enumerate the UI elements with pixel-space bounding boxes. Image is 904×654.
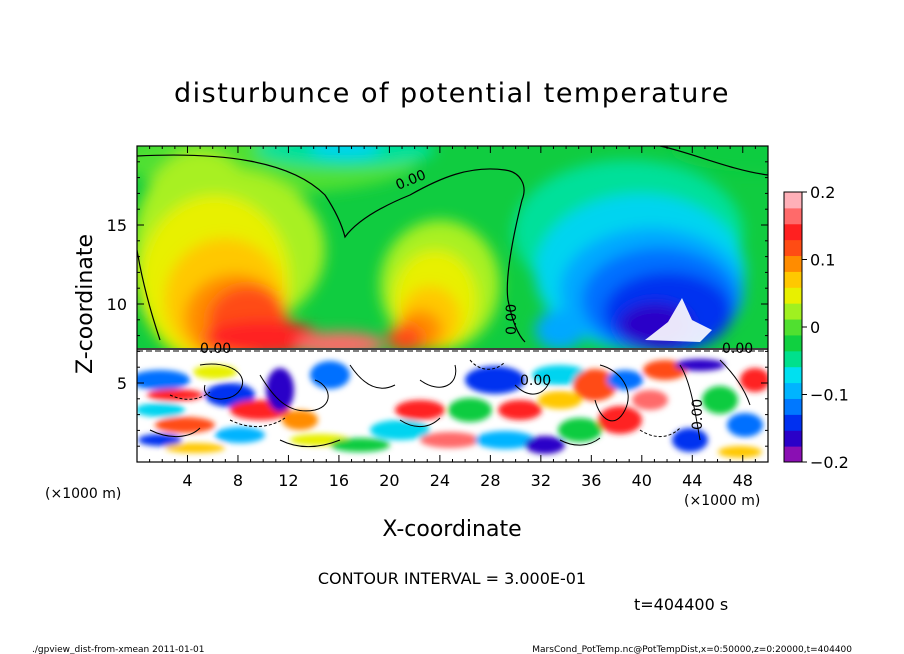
contour-label: 0.00 [690, 399, 706, 430]
x-tick-label: 36 [581, 471, 601, 490]
heatmap-field: 0.00 0.00 0.00 0.00 0.00 0.00 [137, 146, 768, 462]
x-tick-label: 16 [329, 471, 349, 490]
contour-label: 0.00 [520, 373, 551, 389]
x-tick-label: 24 [430, 471, 450, 490]
colorbar-tick-label: −0.1 [810, 386, 849, 405]
colorbar [784, 192, 802, 463]
colorbar-swatch [784, 192, 802, 209]
colorbar-swatch [784, 350, 802, 368]
colorbar-swatch [784, 303, 802, 320]
upper-field [137, 146, 768, 350]
colorbar-swatch [784, 239, 802, 257]
x-tick-label: 28 [480, 471, 500, 490]
time-label: t=404400 s [634, 595, 728, 614]
colorbar-ticks: 0.2 0.1 0 −0.1 −0.2 [802, 183, 849, 472]
x-tick-label: 4 [182, 471, 192, 490]
x-unit-left: (×1000 m) [45, 486, 121, 502]
y-tick-label: 10 [107, 295, 127, 314]
colorbar-swatch [784, 207, 802, 225]
chart-title: disturbunce of potential temperature [174, 78, 730, 109]
colorbar-swatch [784, 319, 802, 336]
colorbar-swatch [784, 223, 802, 241]
x-tick-label: 40 [632, 471, 652, 490]
colorbar-swatch [784, 446, 802, 463]
colorbar-swatch [784, 430, 802, 447]
contour-label: 0.00 [200, 341, 231, 357]
x-tick-label: 44 [682, 471, 702, 490]
contour-label: 0.00 [504, 304, 520, 335]
contour-interval: CONTOUR INTERVAL = 3.000E-01 [318, 569, 586, 588]
x-tick-label: 20 [379, 471, 399, 490]
footer-right: MarsCond_PotTemp.nc@PotTempDist,x=0:5000… [532, 645, 852, 654]
colorbar-tick-label: −0.2 [810, 453, 849, 472]
y-tick-label: 15 [107, 216, 127, 235]
contour-label: 0.00 [722, 341, 753, 357]
colorbar-swatch [784, 398, 802, 415]
x-axis-label: X-coordinate [382, 517, 521, 542]
colorbar-tick-label: 0.1 [810, 251, 835, 270]
x-tick-label: 48 [733, 471, 753, 490]
lower-field [137, 348, 768, 462]
y-tick-label: 5 [117, 374, 127, 393]
colorbar-swatch [784, 287, 802, 304]
x-unit-right: (×1000 m) [684, 493, 760, 509]
x-axis: 4 8 12 16 20 24 28 32 36 40 44 48 [136, 146, 769, 490]
colorbar-swatch [784, 334, 802, 352]
colorbar-tick-label: 0 [810, 318, 820, 337]
colorbar-swatch [784, 366, 802, 384]
x-tick-label: 32 [531, 471, 551, 490]
y-axis: 5 10 15 [107, 145, 768, 463]
x-tick-label: 12 [278, 471, 298, 490]
colorbar-swatch [784, 414, 802, 431]
colorbar-swatch [784, 271, 802, 288]
colorbar-swatch [784, 382, 802, 399]
colorbar-tick-label: 0.2 [810, 183, 835, 202]
colorbar-swatch [784, 255, 802, 272]
y-axis-label: Z-coordinate [73, 234, 98, 374]
footer-left: ./gpview_dist-from-xmean 2011-01-01 [32, 645, 204, 654]
x-tick-label: 8 [233, 471, 243, 490]
